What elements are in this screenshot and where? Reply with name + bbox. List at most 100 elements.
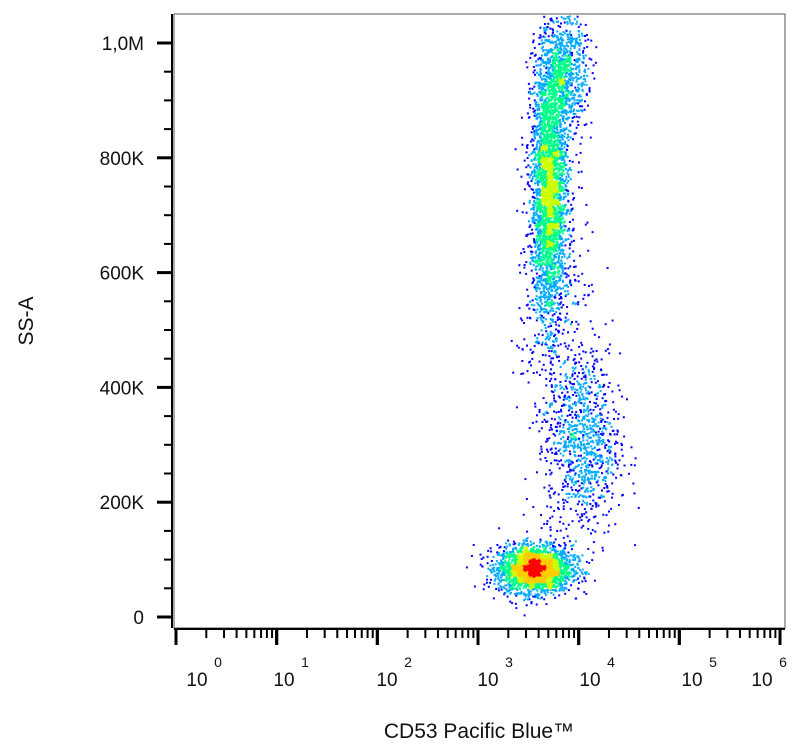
data-point [529, 553, 531, 556]
data-point [546, 198, 549, 201]
data-point [532, 264, 535, 266]
data-point [519, 566, 522, 569]
data-point [545, 137, 548, 140]
data-point [573, 197, 576, 199]
data-point [550, 234, 552, 237]
data-point [546, 132, 549, 135]
data-point [526, 542, 529, 545]
data-point [545, 178, 548, 181]
data-point [559, 554, 562, 556]
data-point [504, 567, 506, 570]
data-point [523, 551, 526, 554]
data-point [503, 579, 505, 582]
data-point [545, 555, 548, 558]
data-point [544, 369, 547, 372]
data-point [521, 581, 524, 583]
data-point [535, 566, 538, 569]
data-point [545, 589, 548, 592]
data-point [532, 577, 535, 580]
data-point [554, 596, 557, 599]
data-point [566, 559, 568, 562]
data-point [516, 554, 519, 557]
data-point [561, 151, 564, 153]
data-point [575, 570, 577, 573]
data-point [557, 68, 560, 71]
data-point [538, 237, 541, 240]
data-point [538, 220, 541, 223]
data-point [529, 250, 532, 253]
data-point [530, 561, 533, 564]
data-point [545, 187, 548, 190]
data-point [570, 168, 572, 171]
data-point [539, 252, 542, 255]
data-point [515, 587, 518, 590]
data-point [562, 198, 565, 201]
data-point [550, 295, 553, 298]
data-point [552, 118, 555, 120]
data-point [556, 562, 558, 565]
data-point [524, 584, 527, 586]
data-point [493, 569, 495, 572]
data-point [561, 128, 564, 131]
data-point [543, 274, 546, 276]
data-point [533, 578, 536, 581]
data-point [517, 560, 520, 563]
data-point [526, 570, 529, 573]
data-point [548, 293, 550, 296]
data-point [526, 584, 529, 587]
data-point [568, 575, 571, 578]
data-point [548, 217, 550, 220]
data-point [508, 569, 511, 572]
data-point [540, 84, 543, 87]
data-point [548, 557, 551, 560]
data-point [537, 103, 540, 106]
data-point [559, 274, 562, 277]
data-point [538, 587, 541, 590]
data-points [465, 15, 640, 617]
data-point [534, 288, 537, 291]
data-point [533, 286, 536, 289]
data-point [530, 208, 533, 211]
data-point [523, 266, 526, 269]
data-point [529, 579, 532, 582]
data-point [547, 116, 550, 119]
data-point [532, 139, 535, 142]
data-point [553, 58, 556, 61]
data-point [531, 250, 534, 253]
data-point [530, 257, 533, 259]
data-point [562, 230, 565, 233]
data-point [540, 155, 543, 158]
data-point [544, 573, 547, 576]
data-point [548, 163, 551, 166]
data-point [551, 166, 554, 168]
data-point [497, 562, 500, 565]
data-point [547, 577, 550, 579]
data-point [548, 347, 551, 350]
data-point [517, 574, 520, 577]
data-point [546, 59, 549, 62]
data-point [520, 568, 523, 571]
data-point [541, 117, 544, 120]
data-point [539, 200, 542, 203]
data-point [535, 118, 538, 121]
data-point [536, 561, 539, 564]
data-point [542, 173, 545, 176]
data-point [495, 559, 498, 562]
data-point [563, 541, 566, 544]
data-point [538, 198, 541, 201]
data-point [564, 592, 567, 595]
data-point [559, 588, 561, 591]
data-point [542, 546, 544, 549]
data-point [562, 552, 565, 555]
data-point [549, 575, 552, 578]
data-point [567, 565, 570, 568]
data-point [540, 553, 543, 556]
data-point [581, 580, 584, 583]
data-point [536, 214, 539, 217]
data-point [544, 177, 547, 180]
data-point [552, 579, 555, 582]
data-point [529, 581, 532, 583]
data-point [532, 595, 535, 598]
data-point [513, 593, 516, 596]
data-point [540, 164, 543, 167]
